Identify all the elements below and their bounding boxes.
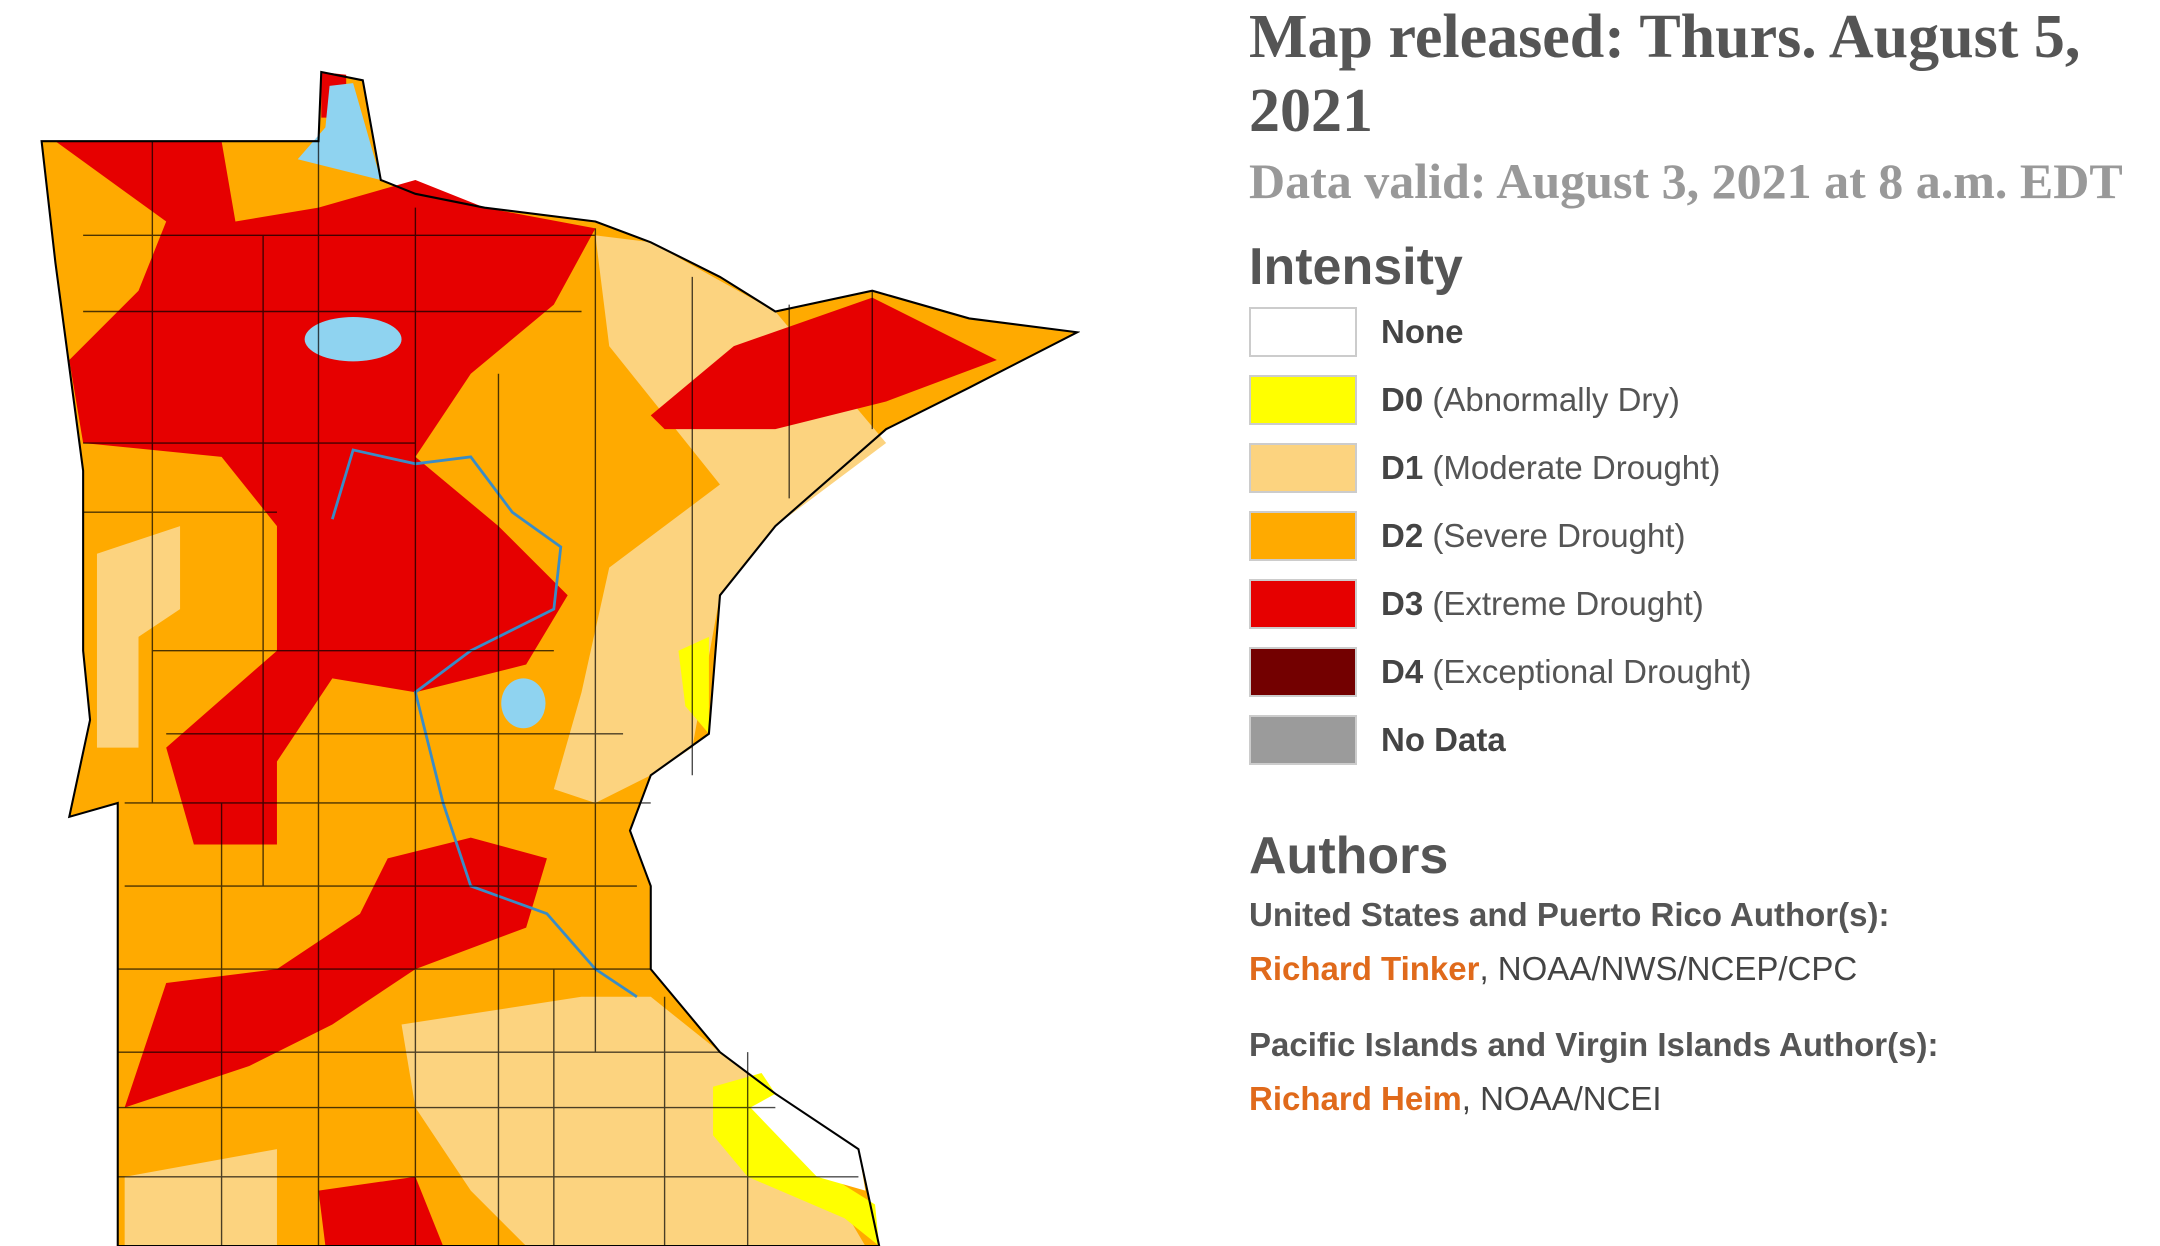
author-name: Richard Heim [1249, 1080, 1462, 1117]
legend-description: (Moderate Drought) [1432, 449, 1721, 486]
legend-swatch [1249, 647, 1357, 697]
legend-code: D4 [1381, 653, 1424, 690]
author-group: United States and Puerto Rico Author(s):… [1249, 888, 2154, 996]
legend-code: D0 [1381, 381, 1424, 418]
authors: United States and Puerto Rico Author(s):… [1249, 888, 2154, 1126]
legend-item: D2 (Severe Drought) [1249, 502, 2154, 570]
author-affiliation: , NOAA/NCEI [1461, 1080, 1662, 1117]
author-affiliation: , NOAA/NWS/NCEP/CPC [1479, 950, 1858, 987]
legend-swatch [1249, 443, 1357, 493]
legend-description: (Abnormally Dry) [1432, 381, 1680, 418]
legend-description: (Severe Drought) [1432, 517, 1686, 554]
legend-item: D0 (Abnormally Dry) [1249, 366, 2154, 434]
drought-map [40, 70, 1080, 1246]
legend-swatch [1249, 511, 1357, 561]
legend-code: No Data [1381, 721, 1506, 758]
legend-item: D1 (Moderate Drought) [1249, 434, 2154, 502]
info-panel: Map released: Thurs. August 5, 2021 Data… [1249, 0, 2154, 1148]
legend: None D0 (Abnormally Dry) D1 (Moderate Drou… [1249, 298, 2154, 774]
release-date: Map released: Thurs. August 5, 2021 [1249, 3, 2081, 145]
legend-label: None [1381, 313, 1464, 351]
author-name: Richard Tinker [1249, 950, 1480, 987]
valid-date: Data valid: August 3, 2021 at 8 a.m. EDT [1249, 153, 2123, 209]
legend-item: D4 (Exceptional Drought) [1249, 638, 2154, 706]
legend-item: No Data [1249, 706, 2154, 774]
legend-label: No Data [1381, 721, 1506, 759]
legend-title: Intensity [1249, 238, 1463, 296]
legend-label: D2 (Severe Drought) [1381, 517, 1685, 555]
author-line: Richard Tinker, NOAA/NWS/NCEP/CPC [1249, 942, 2154, 996]
legend-item: D3 (Extreme Drought) [1249, 570, 2154, 638]
author-line: Richard Heim, NOAA/NCEI [1249, 1072, 2154, 1126]
author-group: Pacific Islands and Virgin Islands Autho… [1249, 1018, 2154, 1126]
author-heading: United States and Puerto Rico Author(s): [1249, 896, 1890, 933]
legend-code: None [1381, 313, 1464, 350]
legend-label: D4 (Exceptional Drought) [1381, 653, 1752, 691]
legend-label: D1 (Moderate Drought) [1381, 449, 1720, 487]
legend-code: D1 [1381, 449, 1424, 486]
legend-swatch [1249, 307, 1357, 357]
author-heading: Pacific Islands and Virgin Islands Autho… [1249, 1026, 1939, 1063]
legend-description: (Extreme Drought) [1432, 585, 1704, 622]
legend-swatch [1249, 579, 1357, 629]
legend-swatch [1249, 715, 1357, 765]
legend-label: D3 (Extreme Drought) [1381, 585, 1704, 623]
legend-item: None [1249, 298, 2154, 366]
legend-code: D3 [1381, 585, 1424, 622]
legend-code: D2 [1381, 517, 1424, 554]
legend-label: D0 (Abnormally Dry) [1381, 381, 1680, 419]
legend-description: (Exceptional Drought) [1432, 653, 1752, 690]
authors-title: Authors [1249, 827, 1449, 885]
legend-swatch [1249, 375, 1357, 425]
